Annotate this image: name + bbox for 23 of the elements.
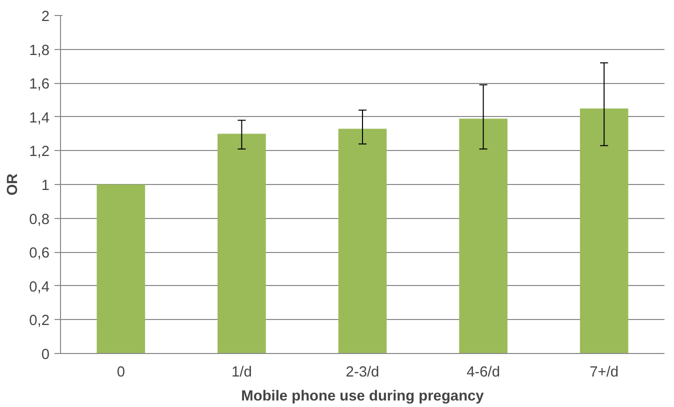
bar bbox=[459, 118, 508, 354]
x-tick-label: 2-3/d bbox=[346, 364, 380, 380]
x-tick-label: 4-6/d bbox=[466, 364, 500, 380]
y-tick-label: 0,6 bbox=[29, 246, 50, 262]
y-tick-label: 0,8 bbox=[29, 212, 50, 228]
bar bbox=[96, 184, 146, 354]
bar bbox=[218, 134, 266, 354]
bar bbox=[580, 108, 628, 354]
y-axis-title: OR bbox=[5, 173, 22, 196]
y-tick-label: 0,2 bbox=[29, 313, 50, 330]
x-tick-label: 0 bbox=[116, 364, 125, 380]
y-tick-label: 1,8 bbox=[29, 42, 50, 59]
y-tick-label: 1 bbox=[41, 178, 50, 194]
y-tick-label: 0,4 bbox=[29, 279, 50, 296]
y-tick-label: 1,6 bbox=[29, 76, 50, 93]
y-tick-label: 1,2 bbox=[29, 144, 50, 160]
y-tick-label: 1,4 bbox=[29, 110, 50, 126]
bar bbox=[338, 128, 387, 354]
x-tick-label: 1/d bbox=[232, 364, 252, 380]
x-axis-title: Mobile phone use during pregancy bbox=[241, 388, 485, 404]
y-tick-label: 2 bbox=[41, 9, 50, 25]
x-tick-label: 7+/d bbox=[590, 364, 619, 380]
y-tick-label: 0 bbox=[41, 347, 50, 363]
